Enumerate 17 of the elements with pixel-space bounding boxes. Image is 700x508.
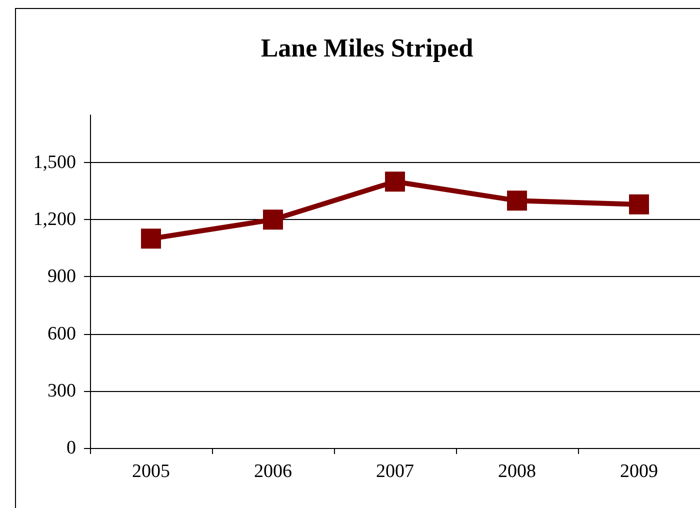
point bbox=[507, 190, 527, 211]
y-tick-label: 300 bbox=[48, 380, 76, 402]
x-tick-label: 2006 bbox=[254, 461, 292, 482]
point bbox=[141, 228, 161, 249]
y-tick-label: 900 bbox=[48, 266, 76, 288]
y-tick-label: 600 bbox=[48, 323, 76, 344]
x-tick-label: 2007 bbox=[376, 461, 414, 482]
point bbox=[263, 210, 283, 230]
x-tick-label: 2008 bbox=[498, 461, 536, 482]
y-tick-label: 1,200 bbox=[33, 209, 76, 230]
chart-title: Lane Miles Striped bbox=[260, 34, 474, 62]
y-tick-label: 1,500 bbox=[33, 152, 76, 174]
y-tick-label: 0 bbox=[66, 438, 76, 458]
x-tick-label: 2005 bbox=[132, 461, 170, 482]
point bbox=[629, 194, 649, 214]
point bbox=[385, 172, 405, 192]
x-tick-label: 2009 bbox=[620, 461, 658, 482]
